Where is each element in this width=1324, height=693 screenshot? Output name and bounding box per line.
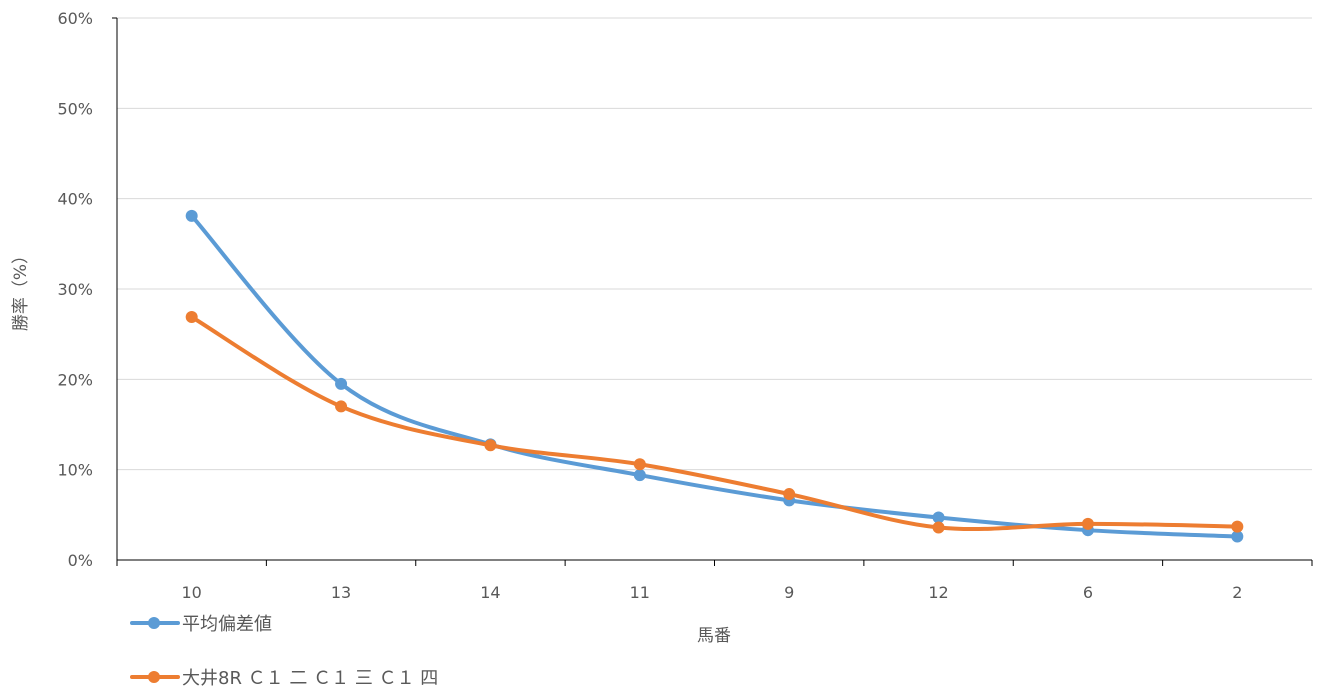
data-point-1 bbox=[783, 488, 796, 501]
x-tick-label: 2 bbox=[1232, 583, 1242, 602]
x-tick-label: 11 bbox=[630, 583, 650, 602]
data-point-1 bbox=[633, 458, 646, 471]
x-tick-label: 14 bbox=[480, 583, 500, 602]
data-point-1 bbox=[335, 400, 348, 413]
data-point-1 bbox=[1231, 520, 1244, 533]
x-tick-label: 10 bbox=[182, 583, 202, 602]
data-point-0 bbox=[185, 209, 198, 222]
data-point-1 bbox=[484, 439, 497, 452]
gridlines bbox=[117, 17, 1312, 471]
data-point-0 bbox=[932, 511, 945, 524]
y-axis-title: 勝率（%） bbox=[11, 247, 31, 331]
data-point-0 bbox=[1231, 530, 1244, 543]
y-tick-label: 60% bbox=[57, 9, 93, 28]
legend-item-1: 大井8R Ｃ１ 二 Ｃ１ 三 Ｃ１ 四 bbox=[130, 664, 438, 690]
y-tick-label: 20% bbox=[57, 370, 93, 389]
data-point-1 bbox=[185, 311, 198, 324]
legend-item-0: 平均偏差値 bbox=[130, 610, 272, 636]
x-tick-label: 12 bbox=[928, 583, 948, 602]
x-tick-label: 9 bbox=[784, 583, 794, 602]
series-group bbox=[185, 209, 1244, 543]
y-tick-label: 40% bbox=[57, 190, 93, 209]
series-line-1 bbox=[189, 315, 1240, 532]
data-point-0 bbox=[633, 469, 646, 482]
y-tick-label: 30% bbox=[57, 280, 93, 299]
x-axis-title: 馬番 bbox=[697, 626, 731, 646]
x-tick-labels: 10 13 14 11 9 12 6 2 bbox=[182, 583, 1243, 602]
x-tick-label: 6 bbox=[1083, 583, 1093, 602]
x-tick-label: 13 bbox=[331, 583, 351, 602]
y-tick-labels: 0% 10% 20% 30% 40% 50% 60% bbox=[57, 9, 93, 570]
data-point-1 bbox=[932, 521, 945, 534]
y-tick-label: 50% bbox=[57, 99, 93, 118]
legend-swatch-icon bbox=[130, 670, 180, 684]
legend-swatch-icon bbox=[130, 616, 180, 630]
data-point-0 bbox=[335, 377, 348, 390]
data-point-1 bbox=[1081, 517, 1094, 530]
series-line-0 bbox=[189, 213, 1240, 539]
legend-label: 平均偏差値 bbox=[182, 614, 272, 635]
axes bbox=[112, 17, 1313, 566]
y-tick-label: 0% bbox=[68, 551, 93, 570]
y-tick-label: 10% bbox=[57, 461, 93, 480]
legend-label: 大井8R Ｃ１ 二 Ｃ１ 三 Ｃ１ 四 bbox=[182, 668, 439, 689]
